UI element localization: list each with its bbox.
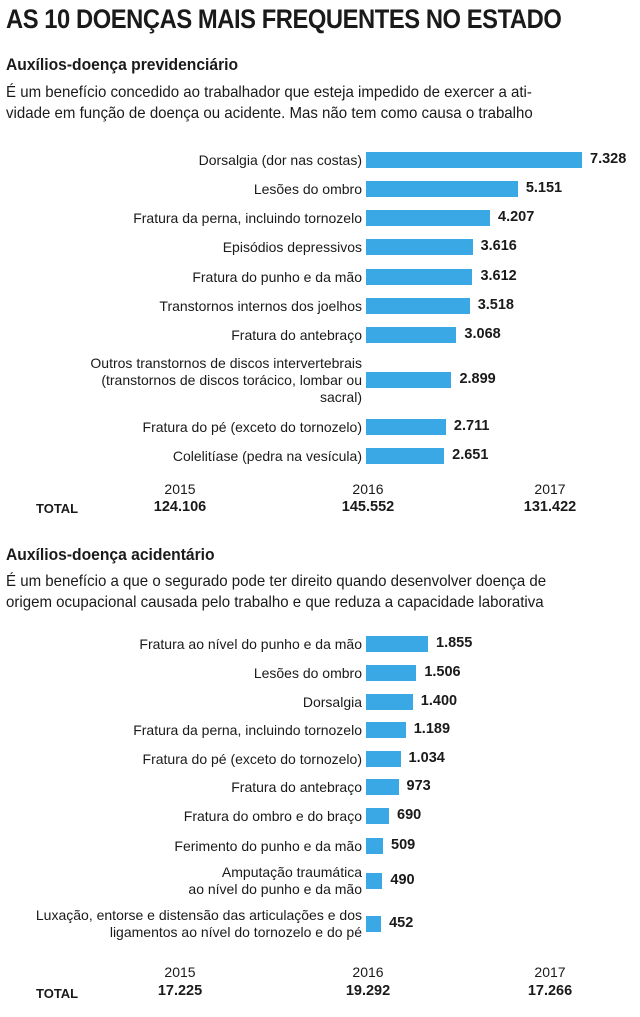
- bar-value-label: 7.328: [590, 151, 627, 167]
- bar: [366, 873, 383, 889]
- bar: [366, 372, 452, 388]
- total-value: 131.422: [523, 499, 577, 515]
- bar-category-label: Amputação traumática ao nível do punho e …: [188, 864, 362, 897]
- bar-category-label: Lesões do ombro: [253, 180, 362, 197]
- bar: [366, 751, 401, 767]
- bar-value-label: 1.506: [424, 664, 461, 680]
- bar: [366, 181, 518, 197]
- bar-value-label: 973: [406, 778, 431, 794]
- section-title: Auxílios-doença previdenciário: [6, 55, 239, 74]
- bar-category-label: Ferimento do punho e da mão: [174, 837, 362, 854]
- bar-category-label: Fratura da perna, incluindo tornozelo: [133, 209, 362, 226]
- bar-category-label: Fratura do antebraço: [231, 778, 362, 795]
- bar-category-label: Dorsalgia (dor nas costas): [198, 151, 362, 168]
- total-label: TOTAL: [36, 986, 79, 1001]
- bar-category-label: Fratura ao nível do punho e da mão: [139, 635, 362, 652]
- bar-category-label: Fratura do pé (exceto do tornozelo): [142, 750, 362, 767]
- section-title: Auxílios-doença acidentário: [6, 545, 215, 564]
- bar-value-label: 2.899: [459, 371, 496, 387]
- bar-value-label: 2.651: [452, 447, 489, 463]
- bar: [366, 298, 470, 314]
- total-value: 17.225: [157, 983, 203, 999]
- bar-value-label: 4.207: [498, 209, 535, 225]
- year-label: 2016: [352, 481, 384, 497]
- bar-value-label: 1.189: [413, 721, 451, 737]
- year-label: 2015: [164, 964, 196, 980]
- bar: [366, 916, 382, 932]
- year-label: 2016: [352, 964, 384, 980]
- bar-category-label: Fratura do punho e da mão: [192, 268, 362, 285]
- bar: [366, 419, 446, 435]
- bar-value-label: 2.711: [453, 418, 490, 434]
- bar-value-label: 1.034: [408, 750, 445, 766]
- bar-category-label: Episódios depressivos: [222, 238, 362, 255]
- bar-value-label: 1.400: [420, 693, 458, 709]
- bar: [366, 327, 457, 343]
- bar-value-label: 3.518: [477, 297, 514, 313]
- total-value: 145.552: [341, 499, 395, 515]
- bar-category-label: Lesões do ombro: [253, 664, 362, 681]
- bar: [366, 269, 473, 285]
- total-value: 124.106: [153, 499, 207, 515]
- bar: [366, 838, 383, 854]
- bar-value-label: 1.855: [436, 635, 473, 651]
- bar-category-label: Luxação, entorse e distensão das articul…: [35, 907, 362, 940]
- bar-value-label: 3.616: [480, 238, 517, 254]
- description-line: É um benefício concedido ao trabalhador …: [6, 84, 532, 101]
- bar-value-label: 3.612: [480, 268, 517, 284]
- infographic-title: AS 10 DOENÇAS MAIS FREQUENTES NO ESTADO: [6, 4, 562, 34]
- bar: [366, 722, 406, 738]
- bar: [366, 808, 390, 824]
- bar-value-label: 690: [397, 807, 422, 823]
- bar: [366, 152, 582, 168]
- bar-category-label: Dorsalgia: [302, 693, 362, 710]
- bar-category-label: Transtornos internos dos joelhos: [159, 297, 362, 314]
- bar-value-label: 509: [391, 837, 416, 853]
- year-label: 2017: [534, 481, 566, 497]
- bar-value-label: 452: [389, 915, 414, 931]
- bar-value-label: 3.068: [464, 326, 501, 342]
- bar: [366, 239, 473, 255]
- bar-category-label: Fratura do pé (exceto do tornozelo): [142, 418, 362, 435]
- total-value: 17.266: [527, 983, 573, 999]
- description-line: origem ocupacional causada pelo trabalho…: [6, 594, 544, 611]
- bar: [366, 636, 428, 652]
- bar-value-label: 490: [390, 872, 415, 888]
- bar-value-label: 5.151: [525, 180, 563, 196]
- year-label: 2017: [534, 964, 566, 980]
- section-description: É um benefício a que o segurado pode ter…: [6, 571, 608, 613]
- bar-category-label: Fratura do ombro e do braço: [183, 807, 362, 824]
- total-label: TOTAL: [36, 501, 79, 516]
- section-description: É um benefício concedido ao trabalhador …: [6, 82, 608, 124]
- description-line: vidade em função de doença ou acidente. …: [6, 105, 533, 122]
- bar-category-label: Colelitíase (pedra na vesícula): [172, 447, 362, 464]
- bar-category-label: Fratura do antebraço: [231, 326, 362, 343]
- bar: [366, 694, 413, 710]
- year-label: 2015: [164, 481, 196, 497]
- bar-category-label: Outros transtornos de discos interverteb…: [90, 354, 362, 405]
- description-line: É um benefício a que o segurado pode ter…: [6, 573, 547, 590]
- total-value: 19.292: [345, 983, 391, 999]
- bar: [366, 210, 490, 226]
- bar: [366, 448, 445, 464]
- bar-category-label: Fratura da perna, incluindo tornozelo: [133, 721, 362, 738]
- bar: [366, 779, 399, 795]
- bar: [366, 665, 417, 681]
